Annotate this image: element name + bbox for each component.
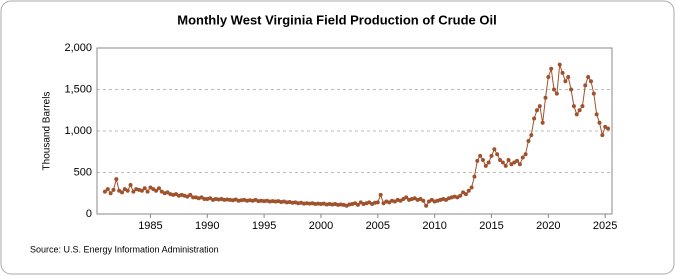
data-point [492, 147, 497, 152]
data-point [421, 198, 426, 203]
data-point [188, 192, 193, 197]
data-point [534, 108, 539, 113]
data-point [546, 75, 551, 80]
y-axis-label: Thousand Barrels [42, 92, 53, 171]
data-point [131, 189, 136, 194]
data-point [537, 104, 542, 109]
data-point [111, 187, 116, 192]
data-point [600, 133, 605, 138]
data-point [591, 91, 596, 96]
data-point [154, 188, 159, 193]
data-point [569, 87, 574, 92]
x-tick-label: 2000 [309, 220, 333, 232]
data-point [571, 104, 576, 109]
data-point [552, 87, 557, 92]
data-point [469, 185, 474, 190]
x-tick-label: 2015 [479, 220, 503, 232]
data-point [483, 163, 488, 168]
x-tick-label: 2010 [422, 220, 446, 232]
data-point [500, 160, 505, 165]
data-point [606, 126, 611, 131]
x-tick-label: 1995 [252, 220, 276, 232]
chart-title: Monthly West Virginia Field Production o… [177, 12, 496, 27]
data-point [472, 174, 477, 179]
data-point [557, 62, 562, 67]
data-point [529, 133, 534, 138]
x-tick-label: 2005 [366, 220, 390, 232]
data-point [540, 120, 545, 125]
data-point [503, 163, 508, 168]
x-tick-label: 1985 [138, 220, 162, 232]
data-point [560, 70, 565, 75]
y-tick-label: 1,500 [64, 83, 92, 95]
data-point [577, 108, 582, 113]
y-tick-label: 1,000 [64, 125, 92, 137]
data-point [105, 187, 110, 192]
data-point [480, 158, 485, 163]
x-tick-label: 1990 [195, 220, 219, 232]
data-point [355, 202, 360, 207]
data-point [532, 116, 537, 121]
data-point [202, 197, 207, 202]
data-point [597, 120, 602, 125]
data-point [566, 75, 571, 80]
data-point [128, 182, 133, 187]
data-point [404, 195, 409, 200]
y-tick-label: 500 [74, 166, 92, 178]
y-tick-label: 0 [86, 208, 92, 220]
data-point [120, 190, 125, 195]
data-point [378, 192, 383, 197]
data-point [478, 153, 483, 158]
data-point [145, 189, 150, 194]
data-point [526, 138, 531, 143]
data-point [563, 79, 568, 84]
data-point [489, 153, 494, 158]
data-point [580, 104, 585, 109]
data-point [375, 200, 380, 205]
data-point [520, 155, 525, 160]
data-point [475, 158, 480, 163]
data-point [523, 152, 528, 157]
data-point [506, 158, 511, 163]
data-point [424, 203, 429, 208]
data-point [549, 66, 554, 71]
data-point [498, 158, 503, 163]
data-point [142, 186, 147, 191]
y-tick-label: 2,000 [64, 42, 92, 54]
data-point [125, 188, 130, 193]
data-point [466, 188, 471, 193]
data-point [486, 160, 491, 165]
data-point [108, 191, 113, 196]
data-point [583, 83, 588, 88]
data-point [586, 75, 591, 80]
x-tick-label: 2025 [593, 220, 617, 232]
data-point [543, 95, 548, 100]
data-point [594, 112, 599, 117]
plot-border [96, 47, 613, 215]
data-point [102, 189, 107, 194]
data-point [463, 192, 468, 197]
data-point [574, 112, 579, 117]
source: Source: U.S. Energy Information Administ… [30, 244, 219, 254]
data-point [515, 158, 520, 163]
data-point [554, 91, 559, 96]
data-point [458, 193, 463, 198]
data-point [156, 186, 161, 191]
data-point [517, 162, 522, 167]
data-point [588, 79, 593, 84]
data-point [191, 195, 196, 200]
data-point [114, 177, 119, 182]
x-tick-label: 2020 [536, 220, 560, 232]
data-point [139, 188, 144, 193]
data-point [495, 152, 500, 157]
